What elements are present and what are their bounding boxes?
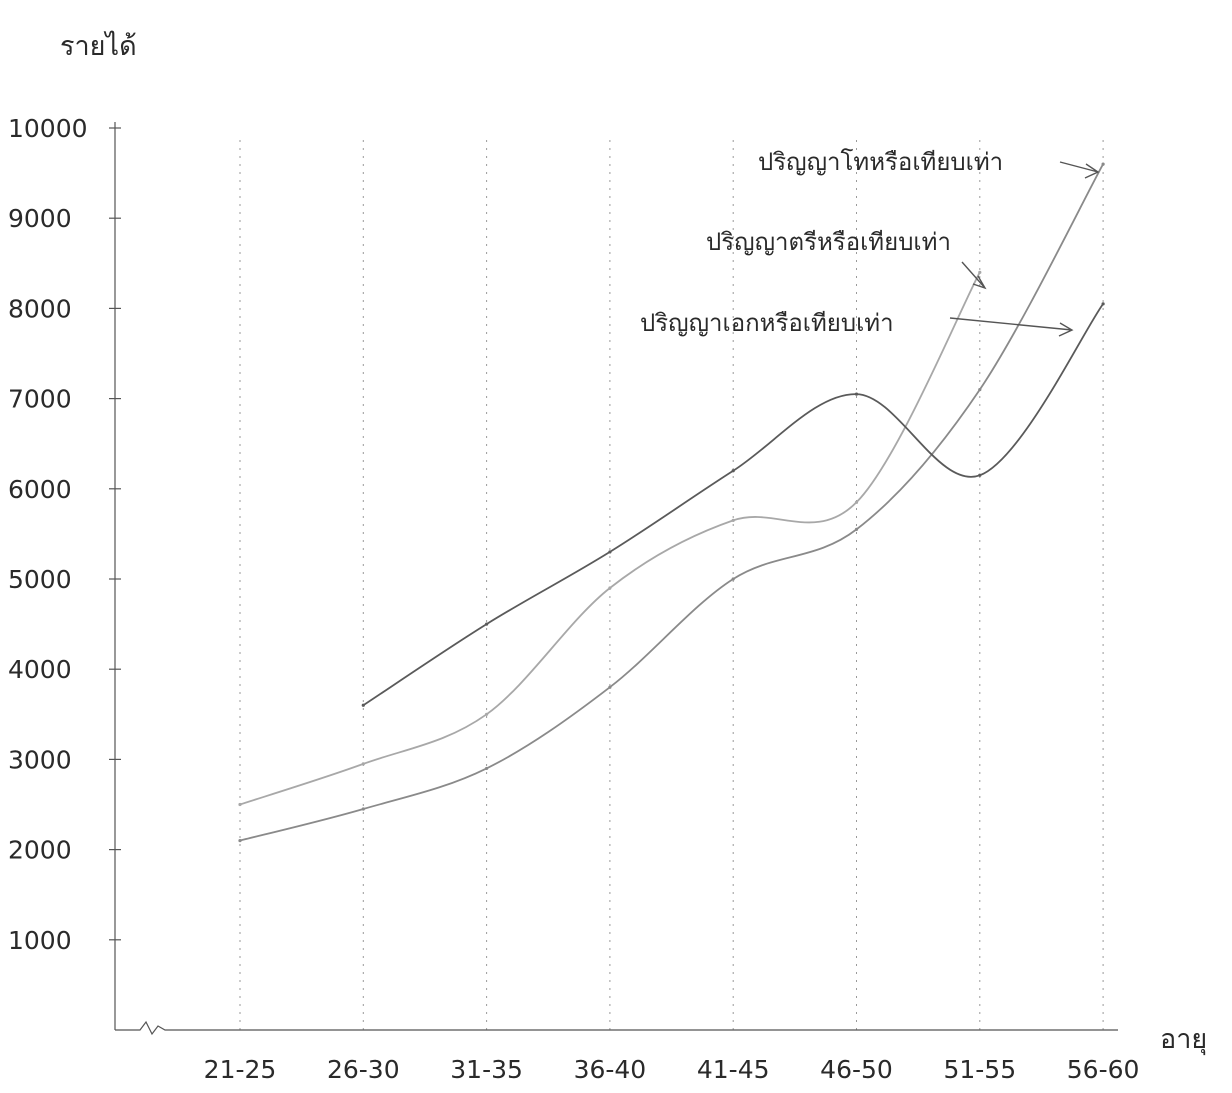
x-axis-label: อายุ xyxy=(1160,1024,1207,1056)
x-tick-label-56-60: 56-60 xyxy=(1067,1055,1140,1084)
y-tick-label-4000: 4000 xyxy=(8,655,72,684)
data-point-bachelors-26-30 xyxy=(361,762,365,766)
data-point-doctorate-41-45 xyxy=(731,469,735,473)
x-tick-label-41-45: 41-45 xyxy=(697,1055,770,1084)
annotation-layer: ปริญญาโทหรือเทียบเท่า ปริญญาตรีหรือเทียบ… xyxy=(640,148,1100,337)
y-tick-layer: 10000 9000 8000 7000 6000 5000 4000 3000 2000 100… xyxy=(8,114,121,955)
y-tick-label-3000: 3000 xyxy=(8,745,72,774)
data-point-masters-26-30 xyxy=(361,807,365,811)
data-point-bachelors-51-55 xyxy=(978,270,982,274)
data-point-masters-56-60 xyxy=(1101,162,1105,166)
series-line-masters xyxy=(239,163,1104,842)
data-point-bachelors-31-35 xyxy=(485,712,489,716)
x-tick-label-51-55: 51-55 xyxy=(943,1055,1016,1084)
x-tick-label-31-35: 31-35 xyxy=(450,1055,523,1084)
y-tick-label-7000: 7000 xyxy=(8,385,72,414)
data-point-doctorate-31-35 xyxy=(485,622,489,626)
legend-label-bachelors: ปริญญาตรีหรือเทียบเท่า xyxy=(706,228,951,256)
y-tick-label-10000: 10000 xyxy=(8,114,88,143)
series-layer xyxy=(238,162,1105,843)
legend-arrow-doctorate xyxy=(949,317,1074,337)
data-point-bachelors-21-25 xyxy=(238,802,242,807)
y-axis-label: รายได้ xyxy=(60,31,137,62)
grid-layer xyxy=(239,140,1104,1030)
data-point-masters-51-55 xyxy=(978,387,982,392)
axis-layer xyxy=(114,122,1118,1036)
data-point-bachelors-36-40 xyxy=(608,586,612,590)
data-point-doctorate-46-50 xyxy=(854,392,859,396)
data-point-bachelors-46-50 xyxy=(854,500,859,504)
data-point-bachelors-41-45 xyxy=(731,518,735,522)
data-point-masters-41-45 xyxy=(731,577,735,581)
y-tick-label-6000: 6000 xyxy=(8,475,72,504)
data-point-doctorate-56-60 xyxy=(1101,302,1105,306)
y-tick-label-5000: 5000 xyxy=(8,565,72,594)
x-tick-label-36-40: 36-40 xyxy=(574,1055,647,1084)
x-axis xyxy=(115,1020,1118,1036)
data-point-doctorate-26-30 xyxy=(361,703,365,707)
series-line-bachelors xyxy=(239,271,981,806)
legend-label-masters: ปริญญาโทหรือเทียบเท่า xyxy=(758,148,1003,176)
data-point-masters-36-40 xyxy=(608,685,612,689)
legend-arrow-bachelors xyxy=(961,261,987,290)
x-tick-label-46-50: 46-50 xyxy=(820,1055,893,1084)
legend-label-doctorate: ปริญญาเอกหรือเทียบเท่า xyxy=(640,309,894,337)
x-tick-layer: 21-25 26-30 31-35 36-40 41-45 46-50 51-55 56-60 xyxy=(204,1055,1140,1084)
data-point-masters-21-25 xyxy=(238,838,242,843)
x-tick-label-26-30: 26-30 xyxy=(327,1055,400,1084)
x-tick-label-21-25: 21-25 xyxy=(204,1055,277,1084)
y-tick-label-9000: 9000 xyxy=(8,204,72,233)
data-point-masters-31-35 xyxy=(485,766,489,771)
data-point-doctorate-36-40 xyxy=(608,550,612,554)
y-tick-label-1000: 1000 xyxy=(8,926,72,955)
data-point-doctorate-51-55 xyxy=(978,473,982,477)
data-point-masters-46-50 xyxy=(854,527,859,531)
y-tick-label-2000: 2000 xyxy=(8,836,72,865)
y-tick-label-8000: 8000 xyxy=(8,294,72,323)
legend-arrow-masters xyxy=(1059,161,1100,179)
